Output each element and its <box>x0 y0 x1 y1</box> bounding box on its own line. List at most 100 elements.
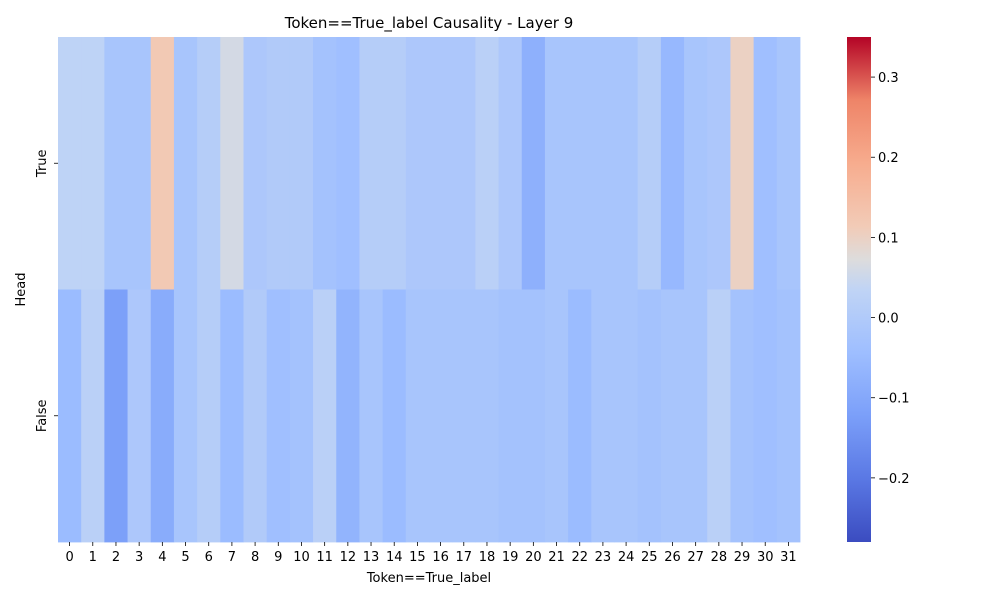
heatmap-cell <box>591 289 615 543</box>
heatmap-cell <box>753 289 778 543</box>
heatmap-cell <box>730 289 755 543</box>
x-tick-label: 29 <box>734 550 751 565</box>
y-tick-label: False <box>35 399 50 432</box>
heatmap-cell <box>637 289 662 543</box>
x-tick-label: 1 <box>89 550 97 565</box>
colorbar-tick-label: 0.1 <box>878 231 899 246</box>
y-axis-label: Head <box>14 273 29 307</box>
heatmap-cell <box>336 37 360 290</box>
x-tick-label: 19 <box>502 550 519 565</box>
heatmap-cell <box>429 289 453 543</box>
colorbar-tick-label: 0.0 <box>878 312 899 327</box>
colorbar-tick-label: 0.3 <box>878 71 899 86</box>
heatmap-cell <box>475 37 499 290</box>
heatmap-cells <box>58 37 801 543</box>
x-tick-label: 24 <box>618 550 635 565</box>
heatmap-cell <box>544 289 569 543</box>
heatmap-cell <box>660 289 685 543</box>
heatmap-cell <box>707 289 731 543</box>
x-tick-label: 17 <box>456 550 473 565</box>
x-tick-label: 6 <box>205 550 213 565</box>
heatmap-cell <box>243 37 268 290</box>
heatmap-cell <box>220 289 244 543</box>
heatmap-cell <box>81 37 105 290</box>
heatmap-cell <box>568 37 592 290</box>
heatmap-cell <box>475 289 499 543</box>
heatmap-cell <box>405 37 430 290</box>
x-tick-label: 9 <box>274 550 282 565</box>
x-tick-label: 31 <box>780 550 797 565</box>
x-tick-label: 4 <box>158 550 166 565</box>
heatmap-cell <box>197 37 221 290</box>
heatmap-cell <box>220 37 244 290</box>
x-tick-label: 12 <box>340 550 357 565</box>
heatmap-cell <box>104 289 128 543</box>
x-tick-label: 25 <box>641 550 658 565</box>
heatmap-cell <box>382 37 407 290</box>
x-tick-label: 28 <box>711 550 728 565</box>
x-tick-label: 23 <box>595 550 612 565</box>
heatmap-cell <box>127 37 152 290</box>
x-tick-label: 13 <box>363 550 380 565</box>
heatmap-cell <box>684 37 708 290</box>
heatmap-cell <box>637 37 662 290</box>
heatmap-cell <box>707 37 731 290</box>
heatmap-cell <box>150 37 175 290</box>
x-tick-label: 15 <box>409 550 426 565</box>
heatmap-cell <box>568 289 592 543</box>
x-tick-label: 16 <box>432 550 449 565</box>
heatmap-cell <box>498 289 523 543</box>
x-tick-label: 3 <box>135 550 143 565</box>
heatmap-cell <box>591 37 615 290</box>
x-tick-label: 7 <box>228 550 236 565</box>
x-tick-label: 2 <box>112 550 120 565</box>
x-tick-label: 21 <box>548 550 565 565</box>
colorbar-tick-label: −0.2 <box>878 472 910 487</box>
heatmap-cell <box>127 289 152 543</box>
x-axis-ticks: 0 1 2 3 4 5 6 7 8 9 10 11 12 13 14 15 16 17 18 19 20 21 22 23 24… <box>65 542 797 565</box>
x-tick-label: 20 <box>525 550 542 565</box>
colorbar <box>847 37 871 542</box>
heatmap-cell <box>614 37 639 290</box>
heatmap-cell <box>58 37 82 290</box>
heatmap-cell <box>429 37 453 290</box>
heatmap-cell <box>544 37 569 290</box>
heatmap-cell <box>313 289 337 543</box>
heatmap-cell <box>521 37 546 290</box>
heatmap-cell <box>104 37 128 290</box>
colorbar-tick-label: 0.2 <box>878 151 899 166</box>
heatmap-cell <box>266 289 291 543</box>
x-tick-label: 14 <box>386 550 403 565</box>
heatmap-cell <box>81 289 105 543</box>
heatmap-cell <box>336 289 360 543</box>
heatmap-cell <box>452 37 476 290</box>
heatmap-cell <box>614 289 639 543</box>
x-axis-label: Token==True_label <box>366 571 491 586</box>
heatmap-cell <box>173 37 198 290</box>
colorbar-ticks: 0.3 0.2 0.1 0.0 −0.1 −0.2 <box>871 71 910 487</box>
x-tick-label: 11 <box>316 550 333 565</box>
x-tick-label: 18 <box>479 550 496 565</box>
heatmap-cell <box>359 37 384 290</box>
heatmap-cell <box>521 289 546 543</box>
heatmap-cell <box>776 37 801 290</box>
x-tick-label: 0 <box>65 550 73 565</box>
x-tick-label: 30 <box>757 550 774 565</box>
heatmap-cell <box>173 289 198 543</box>
heatmap-cell <box>684 289 708 543</box>
heatmap-cell <box>405 289 430 543</box>
heatmap-cell <box>289 289 314 543</box>
heatmap-cell <box>382 289 407 543</box>
chart-title: Token==True_label Causality - Layer 9 <box>284 14 574 33</box>
heatmap-cell <box>313 37 337 290</box>
heatmap-cell <box>266 37 291 290</box>
y-axis-ticks: True False <box>35 149 58 432</box>
x-tick-label: 26 <box>664 550 681 565</box>
heatmap-cell <box>753 37 778 290</box>
heatmap-cell <box>150 289 175 543</box>
heatmap-cell <box>498 37 523 290</box>
y-tick-label: True <box>35 149 50 178</box>
heatmap-cell <box>730 37 755 290</box>
x-tick-label: 8 <box>251 550 259 565</box>
